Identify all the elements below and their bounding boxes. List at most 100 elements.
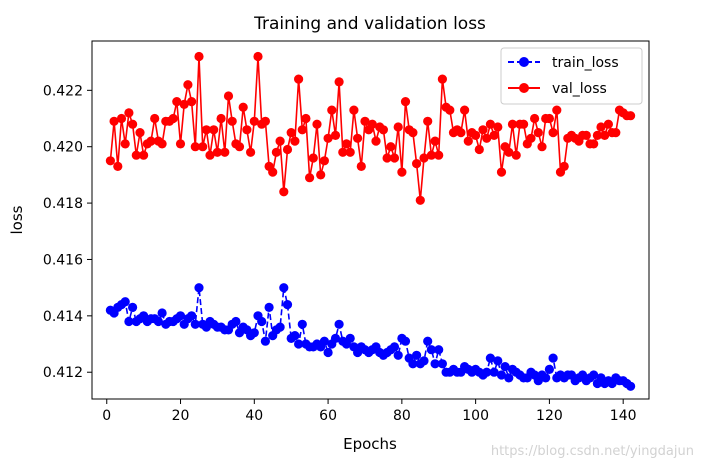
- val-loss-point: [316, 170, 326, 180]
- val-loss-point: [496, 167, 507, 177]
- train-loss-point: [279, 283, 289, 293]
- val-loss-point: [128, 119, 138, 129]
- train-loss-point: [544, 364, 555, 374]
- train-loss-point: [548, 353, 558, 363]
- y-tick-label: 0.414: [43, 309, 83, 325]
- val-loss-point: [389, 153, 400, 163]
- train-loss-point: [194, 283, 204, 293]
- val-loss-point: [430, 136, 440, 146]
- val-loss-point: [187, 97, 197, 107]
- val-loss-point: [415, 195, 425, 205]
- val-loss-point: [290, 136, 300, 146]
- val-loss-point: [209, 125, 219, 135]
- train-loss-point: [423, 336, 433, 346]
- train-loss-point: [541, 373, 551, 383]
- val-loss-point: [286, 128, 296, 138]
- train-loss-point: [190, 319, 200, 329]
- train-loss-point: [294, 339, 304, 349]
- train-loss-point: [489, 367, 499, 377]
- val-loss-point: [246, 147, 256, 157]
- val-loss-point: [478, 125, 488, 135]
- val-loss-point: [345, 147, 355, 157]
- train-loss-point: [157, 308, 167, 318]
- legend: train_loss val_loss: [500, 47, 643, 105]
- train-loss-point: [257, 316, 267, 327]
- train-loss-point: [389, 342, 400, 352]
- val-loss-point: [201, 125, 211, 135]
- val-loss-point: [382, 153, 392, 163]
- val-loss-point: [271, 147, 281, 157]
- val-loss-point: [190, 142, 200, 152]
- train-loss-point: [124, 316, 134, 327]
- val-loss-point: [139, 150, 149, 160]
- val-loss-point: [109, 116, 119, 126]
- val-loss-point: [157, 139, 167, 149]
- y-axis-label: loss: [8, 205, 26, 234]
- train-loss-point: [626, 381, 636, 391]
- val-loss-point: [179, 99, 189, 109]
- train-loss-point: [500, 362, 510, 372]
- val-loss-point: [349, 105, 359, 115]
- val-loss-point: [600, 130, 610, 140]
- val-loss-point: [305, 173, 315, 183]
- x-tick-label: 60: [319, 408, 337, 424]
- val-loss-point: [168, 113, 178, 124]
- train-loss-point: [504, 373, 514, 383]
- y-tick-label: 0.420: [43, 140, 83, 156]
- val-loss-point: [611, 128, 621, 138]
- val-loss-point: [463, 136, 473, 146]
- val-loss-point: [175, 139, 186, 149]
- train-loss-point: [264, 302, 274, 312]
- train-loss-point: [330, 333, 341, 343]
- val-loss-point: [530, 113, 540, 124]
- train-loss-point: [496, 370, 507, 380]
- train-loss-point: [589, 370, 599, 380]
- val-loss-point: [131, 150, 141, 160]
- val-loss-point: [353, 133, 363, 143]
- val-loss-point: [367, 119, 377, 129]
- train-loss-point: [426, 345, 436, 355]
- val-loss-point: [400, 97, 411, 107]
- val-loss-point: [146, 136, 156, 146]
- train-loss-point: [290, 331, 300, 341]
- val-loss-point: [183, 80, 193, 90]
- val-loss-point: [548, 128, 558, 138]
- val-loss-point: [327, 105, 337, 115]
- val-loss-point: [338, 147, 348, 157]
- train-loss-point: [408, 359, 418, 369]
- train-loss-point: [434, 345, 444, 355]
- watermark: https://blog.csdn.net/yingdajun: [490, 444, 694, 459]
- train-loss-point: [334, 319, 344, 329]
- val-loss-point: [282, 144, 293, 155]
- val-loss-point: [238, 102, 248, 112]
- val-loss-point: [386, 142, 396, 152]
- val-loss-point: [592, 130, 603, 140]
- train-loss-series: [105, 283, 636, 391]
- val-loss-point: [150, 113, 160, 124]
- val-loss-point: [485, 119, 495, 129]
- legend-train-label: train_loss: [552, 55, 619, 71]
- val-loss-point: [360, 116, 370, 126]
- val-loss-point: [507, 119, 518, 129]
- x-tick-label: 0: [102, 408, 111, 424]
- val-loss-point: [319, 156, 329, 166]
- val-loss-point: [120, 139, 130, 149]
- val-loss-point: [393, 122, 403, 132]
- val-loss-point: [437, 74, 447, 84]
- val-loss-point: [216, 113, 226, 124]
- val-loss-point: [371, 136, 381, 146]
- val-loss-point: [581, 130, 591, 140]
- val-loss-point: [471, 130, 481, 140]
- legend-val-marker: [519, 83, 529, 93]
- train-loss-point: [437, 359, 447, 369]
- val-loss-point: [308, 153, 318, 163]
- train-loss-point: [282, 300, 293, 310]
- val-loss-point: [460, 105, 470, 115]
- y-tick-label: 0.422: [43, 83, 83, 99]
- val-loss-point: [397, 167, 407, 177]
- train-loss-point: [153, 316, 163, 327]
- val-loss-point: [116, 113, 127, 124]
- val-loss-point: [301, 113, 311, 124]
- train-loss-point: [187, 311, 197, 321]
